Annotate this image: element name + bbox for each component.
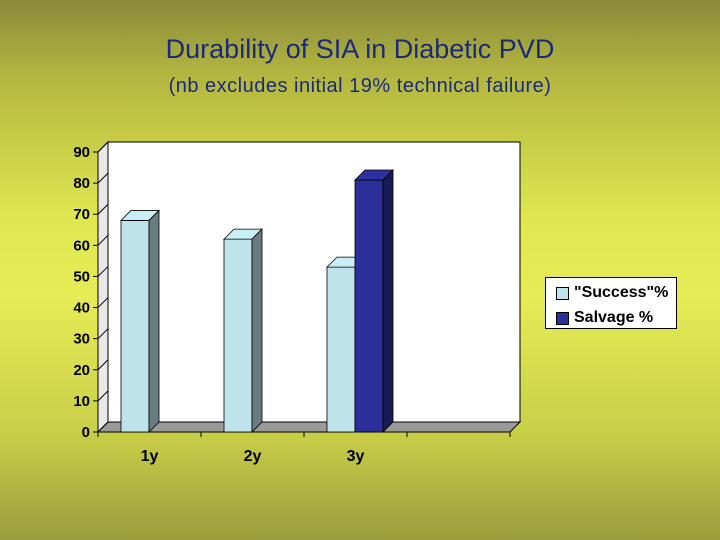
bar-success-1y	[120, 220, 150, 433]
y-tick-depth-80	[97, 172, 109, 184]
y-tick-label-90: 90	[73, 144, 90, 161]
legend-entry-salvage: Salvage %	[556, 309, 653, 327]
y-tick-depth-0	[97, 421, 109, 433]
x-tick-label-3y: 3y	[347, 448, 365, 465]
y-tick-depth-40	[97, 297, 109, 308]
slide-title: Durability of SIA in Diabetic PVD	[165, 34, 555, 64]
y-tick-label-80: 80	[73, 175, 90, 192]
legend-label-success: "Success"%	[574, 284, 669, 301]
y-tick-depth-60	[97, 234, 109, 246]
x-tick-label-1y: 1y	[141, 448, 159, 465]
y-tick-depth-90	[97, 141, 109, 153]
y-tick-depth-30	[97, 328, 109, 340]
bar-salvage-3y-side	[382, 169, 394, 433]
bar-success-3y	[326, 266, 356, 433]
bar-success-1y-side	[148, 209, 160, 433]
y-tick-label-20: 20	[73, 362, 90, 379]
legend-label-salvage: Salvage %	[574, 309, 654, 326]
plot-back-wall	[107, 141, 521, 423]
bar-success-2y-side	[251, 228, 263, 433]
y-tick-label-40: 40	[73, 300, 90, 317]
legend-entry-success: "Success"%	[556, 284, 668, 302]
bar-success-2y	[223, 238, 253, 433]
y-tick-label-0: 0	[82, 424, 90, 441]
x-tick-label-2y: 2y	[244, 448, 262, 465]
y-tick-depth-50	[97, 266, 109, 277]
y-tick-depth-20	[97, 359, 109, 371]
slide-subtitle: (nb excludes initial 19% technical failu…	[168, 75, 552, 97]
y-tick-depth-70	[97, 203, 109, 215]
plot-floor	[96, 421, 522, 433]
plot-side-wall	[97, 140, 109, 434]
y-tick-label-50: 50	[73, 268, 90, 285]
legend-swatch-salvage	[556, 311, 569, 325]
y-tick-label-70: 70	[73, 206, 90, 223]
y-tick-label-10: 10	[73, 393, 90, 410]
legend-swatch-success	[556, 286, 569, 300]
bar-salvage-3y	[354, 179, 384, 433]
y-tick-depth-10	[97, 390, 109, 402]
y-tick-label-30: 30	[73, 331, 90, 348]
chart-legend: "Success"% Salvage %	[545, 277, 677, 329]
y-tick-label-60: 60	[73, 237, 90, 254]
